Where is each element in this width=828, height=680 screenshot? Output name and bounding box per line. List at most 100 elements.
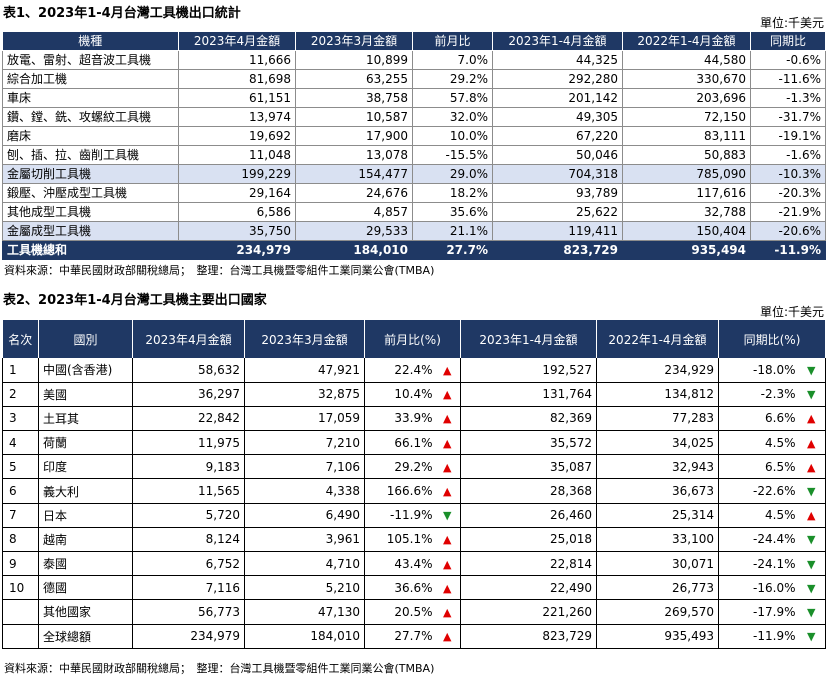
table2-header-cell: 2023年4月金額 <box>132 320 245 358</box>
value-cell: -17.9% <box>718 599 798 625</box>
table2-unit: 單位:千美元 <box>759 305 824 319</box>
country-cell: 泰國 <box>38 551 133 577</box>
value-cell: 4.5% <box>718 430 798 456</box>
table1-title: 表1、2023年1-4月台灣工具機出口統計 <box>3 6 241 21</box>
rank-cell: 1 <box>2 358 39 383</box>
value-cell: 35.6% <box>412 202 493 222</box>
machine-type-cell: 其他成型工具機 <box>2 202 179 222</box>
table1-unit: 單位:千美元 <box>759 16 824 30</box>
value-cell: -24.4% <box>718 527 798 553</box>
value-cell: 4.5% <box>718 503 798 528</box>
value-cell: -20.3% <box>750 183 826 203</box>
table-row: 工具機總和 234,979 184,010 27.7% 823,729 935,494 -1… <box>2 240 826 260</box>
value-cell: -24.1% <box>718 551 798 577</box>
table-row: 其他成型工具機 6,586 4,857 35.6% 25,622 32,788 -21.9% <box>2 202 826 222</box>
value-cell: 93,789 <box>492 183 623 203</box>
value-cell: 704,318 <box>492 164 623 184</box>
value-cell: 47,130 <box>244 599 365 625</box>
table1-header-cell: 2023年3月金額 <box>295 32 413 51</box>
up-arrow-icon: ▲ <box>797 430 826 456</box>
value-cell: 119,411 <box>492 221 623 241</box>
value-cell: 58,632 <box>132 358 245 383</box>
up-arrow-icon: ▲ <box>797 454 826 480</box>
value-cell: 35,087 <box>460 454 597 480</box>
up-arrow-icon: ▲ <box>434 575 461 601</box>
value-cell: 33,100 <box>596 527 719 553</box>
value-cell: 27.7% <box>412 240 493 260</box>
down-arrow-icon: ▼ <box>797 478 826 504</box>
value-cell: 5,210 <box>244 575 365 601</box>
value-cell: 19,692 <box>178 126 296 146</box>
up-arrow-icon: ▲ <box>434 624 461 649</box>
table2-title: 表2、2023年1-4月台灣工具機主要出口國家 <box>3 293 267 308</box>
value-cell: 117,616 <box>622 183 751 203</box>
machine-type-cell: 鍛壓、沖壓成型工具機 <box>2 183 179 203</box>
machine-type-cell: 刨、插、拉、齒削工具機 <box>2 145 179 165</box>
value-cell: 8,124 <box>132 527 245 553</box>
value-cell: 72,150 <box>622 107 751 127</box>
value-cell: 17,059 <box>244 406 365 432</box>
value-cell: 330,670 <box>622 69 751 89</box>
value-cell: 6,586 <box>178 202 296 222</box>
table2-source: 資料來源：中華民國財政部關稅總局； 整理：台灣工具機暨零組件工業同業公會(TMB… <box>4 662 435 675</box>
up-arrow-icon: ▲ <box>434 551 461 577</box>
value-cell: 17,900 <box>295 126 413 146</box>
table2-header-cell: 2022年1-4月金額 <box>596 320 719 358</box>
table-row: 6 義大利 11,565 4,338 166.6% ▲ 28,368 36,673 -22.6%… <box>2 478 826 504</box>
value-cell: 199,229 <box>178 164 296 184</box>
table1-source: 資料來源：中華民國財政部關稅總局； 整理：台灣工具機暨零組件工業同業公會(TMB… <box>4 264 435 277</box>
value-cell: 234,979 <box>132 624 245 649</box>
value-cell: -1.6% <box>750 145 826 165</box>
rank-cell: 10 <box>2 575 39 601</box>
value-cell: -1.3% <box>750 88 826 108</box>
rank-cell: 9 <box>2 551 39 577</box>
value-cell: 29.2% <box>364 454 435 480</box>
table-row: 金屬成型工具機 35,750 29,533 21.1% 119,411 150,404 -2… <box>2 221 826 241</box>
down-arrow-icon: ▼ <box>797 599 826 625</box>
value-cell: 77,283 <box>596 406 719 432</box>
value-cell: 44,325 <box>492 50 623 70</box>
table1-header-cell: 機種 <box>2 32 179 51</box>
value-cell: 22,814 <box>460 551 597 577</box>
value-cell: -18.0% <box>718 358 798 383</box>
value-cell: 26,773 <box>596 575 719 601</box>
value-cell: 184,010 <box>244 624 365 649</box>
value-cell: -31.7% <box>750 107 826 127</box>
down-arrow-icon: ▼ <box>797 551 826 577</box>
rank-cell <box>2 599 39 625</box>
machine-type-cell: 工具機總和 <box>2 240 179 260</box>
value-cell: 4,857 <box>295 202 413 222</box>
value-cell: 4,338 <box>244 478 365 504</box>
value-cell: 32,788 <box>622 202 751 222</box>
rank-cell <box>2 624 39 649</box>
table-row: 綜合加工機 81,698 63,255 29.2% 292,280 330,670 -11.… <box>2 69 826 89</box>
value-cell: 10.4% <box>364 382 435 407</box>
machine-type-cell: 車床 <box>2 88 179 108</box>
table2-header-cell: 國別 <box>38 320 133 358</box>
table-row: 金屬切削工具機 199,229 154,477 29.0% 704,318 785,090… <box>2 164 826 184</box>
value-cell: 184,010 <box>295 240 413 260</box>
value-cell: 57.8% <box>412 88 493 108</box>
value-cell: -21.9% <box>750 202 826 222</box>
table2-header-cell: 前月比(%) <box>364 320 461 358</box>
value-cell: 28,368 <box>460 478 597 504</box>
table-row: 放電、雷射、超音波工具機 11,666 10,899 7.0% 44,325 44,580… <box>2 50 826 70</box>
machine-type-cell: 金屬切削工具機 <box>2 164 179 184</box>
up-arrow-icon: ▲ <box>434 478 461 504</box>
value-cell: 29.0% <box>412 164 493 184</box>
value-cell: 150,404 <box>622 221 751 241</box>
machine-type-cell: 磨床 <box>2 126 179 146</box>
up-arrow-icon: ▲ <box>434 382 461 407</box>
value-cell: 43.4% <box>364 551 435 577</box>
value-cell: -2.3% <box>718 382 798 407</box>
country-cell: 印度 <box>38 454 133 480</box>
value-cell: 234,929 <box>596 358 719 383</box>
value-cell: -11.6% <box>750 69 826 89</box>
table-row: 刨、插、拉、齒削工具機 11,048 13,078 -15.5% 50,046 50,88… <box>2 145 826 165</box>
value-cell: 3,961 <box>244 527 365 553</box>
country-cell: 日本 <box>38 503 133 528</box>
value-cell: 36,673 <box>596 478 719 504</box>
table2-header-row: 名次 國別 2023年4月金額 2023年3月金額 前月比(%) 2023年1-4月金額 2… <box>2 320 826 358</box>
value-cell: 63,255 <box>295 69 413 89</box>
value-cell: 13,078 <box>295 145 413 165</box>
